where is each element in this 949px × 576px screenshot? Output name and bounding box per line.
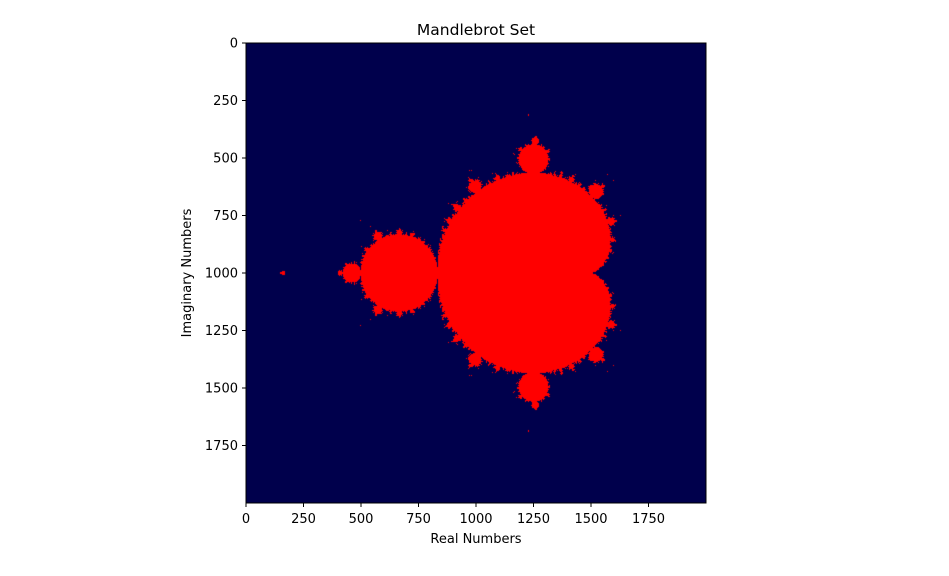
x-tick-label: 0: [242, 512, 250, 527]
x-tick-label: 1750: [632, 512, 665, 527]
y-tick-label: 0: [230, 37, 238, 52]
y-tick-label: 1250: [205, 324, 238, 339]
x-tick-label: 250: [291, 512, 316, 527]
y-tick-label: 750: [213, 209, 238, 224]
x-tick-label: 1000: [459, 512, 492, 527]
x-axis-ticks: 0 250 500 750 1000 1250 1500 1750: [242, 503, 665, 527]
x-tick-label: 1500: [574, 512, 607, 527]
mandelbrot-heatmap: [246, 43, 706, 503]
chart-title: Mandlebrot Set: [417, 21, 535, 39]
x-tick-label: 500: [349, 512, 374, 527]
y-tick-label: 500: [213, 152, 238, 167]
y-tick-label: 1000: [205, 267, 238, 282]
y-tick-label: 1750: [205, 439, 238, 454]
y-tick-label: 1500: [205, 382, 238, 397]
y-axis-label: Imaginary Numbers: [180, 208, 195, 337]
x-tick-label: 1250: [517, 512, 550, 527]
x-axis-label: Real Numbers: [430, 532, 521, 547]
plot-area: [246, 43, 706, 503]
x-tick-label: 750: [406, 512, 431, 527]
y-axis-ticks: 0 250 500 750 1000 1250 1500 1750: [205, 37, 246, 454]
y-tick-label: 250: [213, 94, 238, 109]
